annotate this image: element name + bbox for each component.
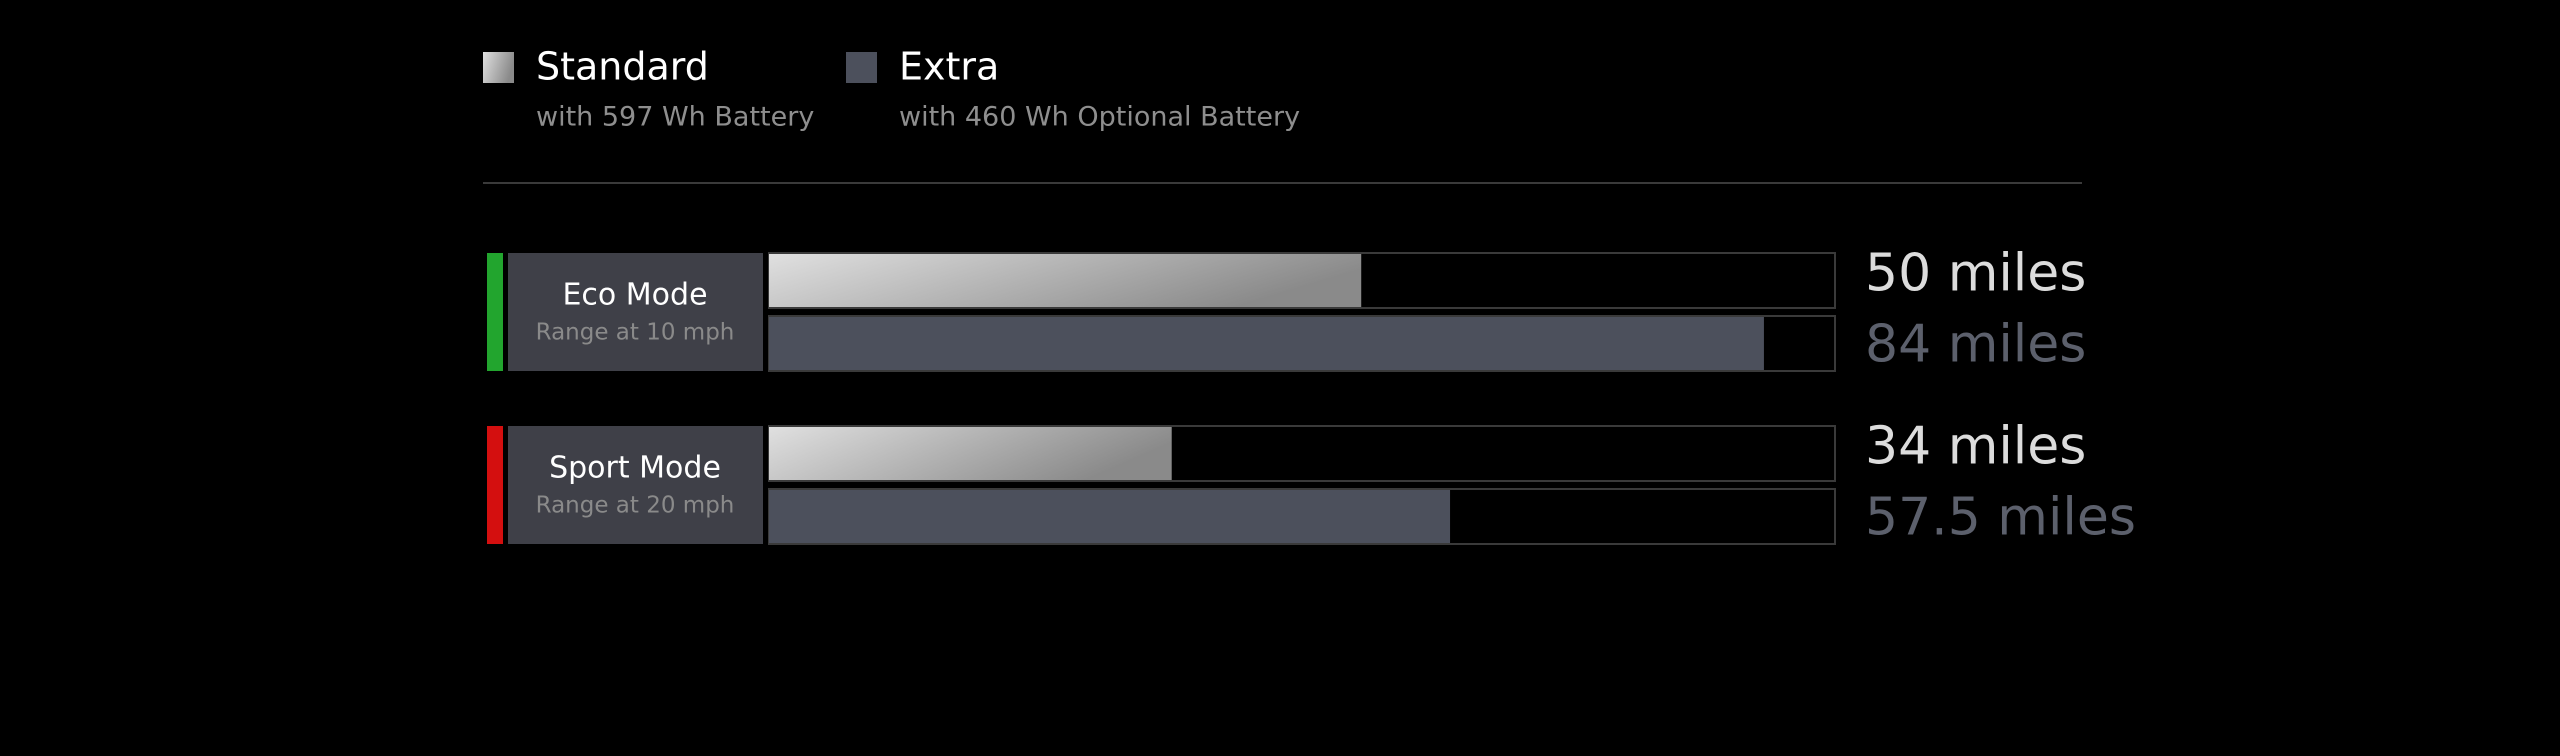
mode-stripe — [487, 426, 503, 544]
bar — [769, 317, 1764, 370]
legend-description: with 597 Wh Battery — [536, 102, 814, 133]
category-label: Eco Mode — [562, 278, 707, 313]
bar — [769, 427, 1172, 480]
legend-label: Extra — [899, 45, 999, 89]
category-subtitle: Range at 10 mph — [536, 320, 735, 346]
legend-label: Standard — [536, 45, 709, 89]
mode-stripe — [487, 253, 503, 371]
category-subtitle: Range at 20 mph — [536, 493, 735, 519]
legend-description: with 460 Wh Optional Battery — [899, 102, 1300, 133]
value-label: 50 miles — [1865, 244, 2086, 304]
mode-box — [508, 253, 763, 371]
value-label: 34 miles — [1865, 417, 2086, 477]
legend-swatch — [846, 52, 877, 83]
value-label: 84 miles — [1865, 315, 2086, 375]
bar — [769, 254, 1362, 307]
legend-swatch — [483, 52, 514, 83]
value-label: 57.5 miles — [1865, 488, 2136, 548]
category-label: Sport Mode — [549, 451, 721, 486]
bar — [769, 490, 1451, 543]
mode-box — [508, 426, 763, 544]
